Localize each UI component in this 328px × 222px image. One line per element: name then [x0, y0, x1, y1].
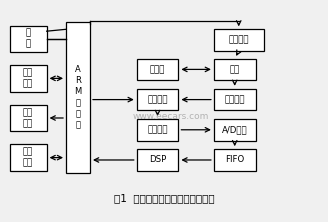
Text: 图1  超声波检测系统的总体结构图: 图1 超声波检测系统的总体结构图 — [114, 193, 214, 203]
Text: DSP: DSP — [149, 155, 166, 165]
Text: 数据
存储: 数据 存储 — [23, 148, 33, 168]
Text: 限幅电路: 限幅电路 — [224, 95, 245, 104]
Text: 通信
接口: 通信 接口 — [23, 68, 33, 88]
Text: A/D转换: A/D转换 — [222, 125, 248, 134]
Text: 滤波电路: 滤波电路 — [147, 125, 168, 134]
Bar — [214, 89, 256, 111]
Bar — [137, 149, 178, 171]
Text: 被测件: 被测件 — [150, 65, 165, 74]
Bar — [10, 26, 47, 52]
Bar — [10, 105, 47, 131]
Text: FIFO: FIFO — [225, 155, 244, 165]
Text: 放大电路: 放大电路 — [147, 95, 168, 104]
Bar — [137, 59, 178, 80]
Bar — [137, 89, 178, 111]
Text: 电
源: 电 源 — [26, 29, 31, 49]
Text: A
R
M
处
理
器: A R M 处 理 器 — [74, 65, 82, 129]
Bar — [214, 59, 256, 80]
Text: 探头: 探头 — [230, 65, 240, 74]
Bar — [10, 65, 47, 92]
Bar — [214, 119, 256, 141]
Bar — [214, 149, 256, 171]
Bar — [214, 29, 264, 51]
Text: 液晶
显示: 液晶 显示 — [23, 108, 33, 128]
Text: 发射电路: 发射电路 — [229, 36, 249, 45]
Bar — [66, 22, 90, 173]
Bar — [137, 119, 178, 141]
Text: www.eecars.com: www.eecars.com — [132, 112, 209, 121]
Bar — [10, 145, 47, 171]
